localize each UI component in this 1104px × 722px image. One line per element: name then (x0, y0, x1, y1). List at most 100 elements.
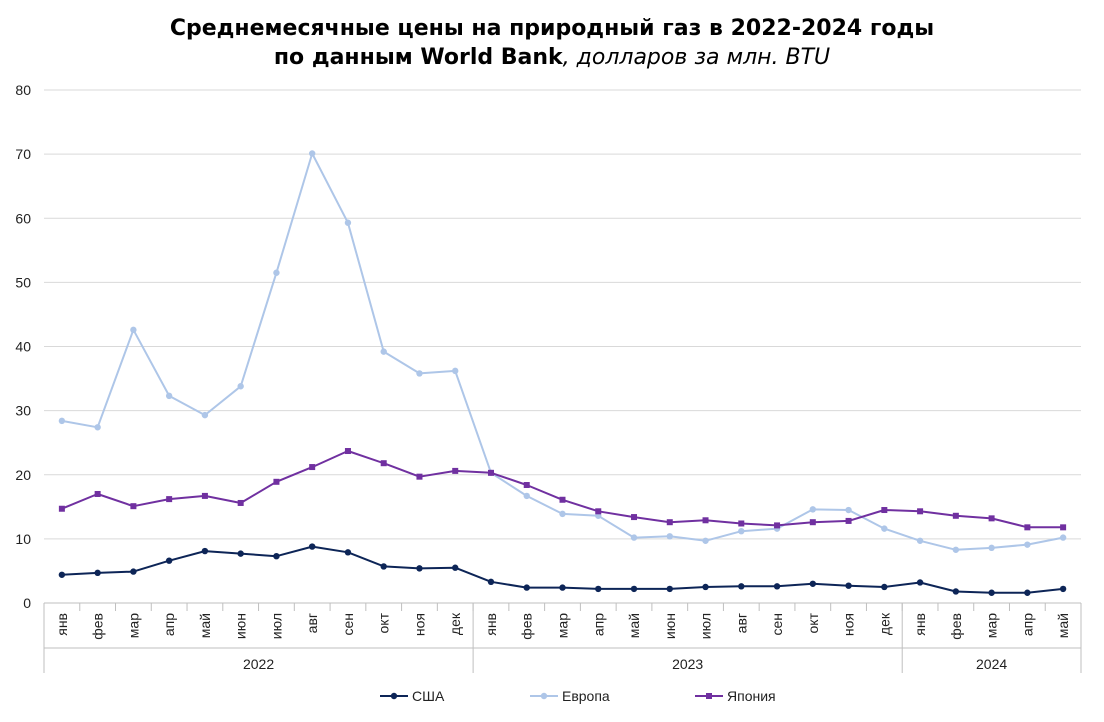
data-point (344, 219, 352, 226)
data-point (237, 550, 244, 557)
data-point (165, 557, 173, 564)
x-tick-label: окт (805, 612, 821, 633)
x-tick-label: авг (733, 613, 749, 633)
data-point (452, 564, 459, 571)
data-point (130, 326, 137, 334)
series-line (61, 152, 1064, 551)
x-tick-label: ноя (841, 613, 857, 636)
data-point (273, 552, 280, 560)
data-point (1059, 534, 1067, 541)
data-point (273, 478, 280, 485)
legend-item: Япония (695, 688, 776, 704)
x-tick-label: май (626, 613, 642, 638)
data-point (702, 583, 709, 591)
data-point (1059, 585, 1067, 593)
title-line-2-italic: , долларов за млн. BTU (562, 45, 831, 70)
legend-label: Япония (727, 688, 776, 704)
x-tick-label: апр (590, 613, 606, 636)
data-point (487, 578, 495, 586)
data-point (452, 367, 459, 375)
data-point (94, 569, 101, 577)
y-tick-label: 40 (15, 339, 31, 355)
data-point (988, 515, 995, 522)
data-point (988, 544, 995, 552)
y-axis: 0 10 20 30 40 50 60 70 80 (15, 82, 31, 611)
x-axis: янв фев мар апр май июн июл авг сен окт ноя дек янв ф… (43, 603, 1082, 673)
data-point (881, 525, 888, 532)
data-point (344, 448, 351, 455)
legend-label: Европа (562, 688, 610, 704)
data-point (416, 473, 423, 480)
data-point (559, 510, 566, 518)
data-point (666, 585, 673, 593)
data-point (58, 505, 65, 512)
data-point (308, 150, 316, 157)
series-lines (58, 150, 1067, 596)
y-tick-label: 50 (15, 274, 31, 290)
data-point (738, 527, 745, 535)
y-tick-label: 0 (23, 595, 31, 611)
data-point (201, 411, 209, 419)
data-point (416, 565, 423, 572)
data-point (559, 496, 566, 503)
data-point (487, 469, 494, 476)
data-point (630, 534, 638, 541)
data-point (380, 460, 387, 467)
x-tick-label: апр (161, 613, 177, 636)
legend-marker (706, 693, 712, 699)
x-tick-label: авг (304, 613, 320, 633)
legend-marker (390, 692, 398, 700)
x-tick-label: фев (90, 613, 106, 640)
x-tick-label: июл (698, 613, 714, 639)
y-tick-label: 70 (15, 146, 31, 162)
data-point (738, 520, 745, 527)
x-tick-label: окт (376, 612, 392, 633)
x-tick-label: май (197, 613, 213, 638)
x-tick-label: мар (984, 613, 1000, 638)
data-point (845, 506, 852, 514)
y-tick-label: 80 (15, 82, 31, 98)
data-point (631, 514, 638, 521)
x-tick-label: фев (948, 613, 964, 640)
data-point (1024, 589, 1031, 596)
chart-title: Среднемесячные цены на природный газ в 2… (0, 14, 1104, 72)
y-tick-label: 30 (15, 403, 31, 419)
x-tick-label: июн (662, 613, 678, 639)
series-США (58, 543, 1067, 596)
data-point (881, 507, 888, 514)
series-Европа (58, 150, 1067, 553)
data-point (738, 583, 745, 590)
x-tick-label: ноя (411, 613, 427, 636)
y-tick-label: 10 (15, 531, 31, 547)
data-point (416, 370, 423, 377)
data-point (309, 464, 316, 471)
data-point (1024, 541, 1031, 548)
data-point (237, 383, 244, 390)
x-tick-label: янв (912, 613, 928, 636)
data-point (845, 517, 852, 524)
data-point (237, 499, 244, 506)
data-point (952, 546, 960, 553)
data-point (666, 533, 673, 540)
data-point (952, 512, 959, 519)
series-Япония (58, 448, 1067, 531)
x-tick-label: дек (876, 612, 892, 635)
data-point (58, 571, 66, 578)
x-tick-label: дек (447, 612, 463, 635)
legend-marker (540, 692, 548, 700)
data-point (380, 348, 387, 355)
x-tick-label: мар (555, 613, 571, 638)
data-point (380, 563, 387, 570)
data-point (773, 583, 781, 590)
x-tick-label: апр (1019, 613, 1035, 636)
title-line-1: Среднемесячные цены на природный газ в 2… (169, 16, 935, 41)
data-point (166, 496, 173, 503)
data-point (1060, 524, 1067, 531)
data-point (130, 568, 137, 575)
y-tick-label: 20 (15, 467, 31, 483)
year-label: 2024 (976, 656, 1007, 672)
data-point (916, 537, 924, 544)
year-label: 2023 (672, 656, 703, 672)
x-tick-label: июл (268, 613, 284, 639)
